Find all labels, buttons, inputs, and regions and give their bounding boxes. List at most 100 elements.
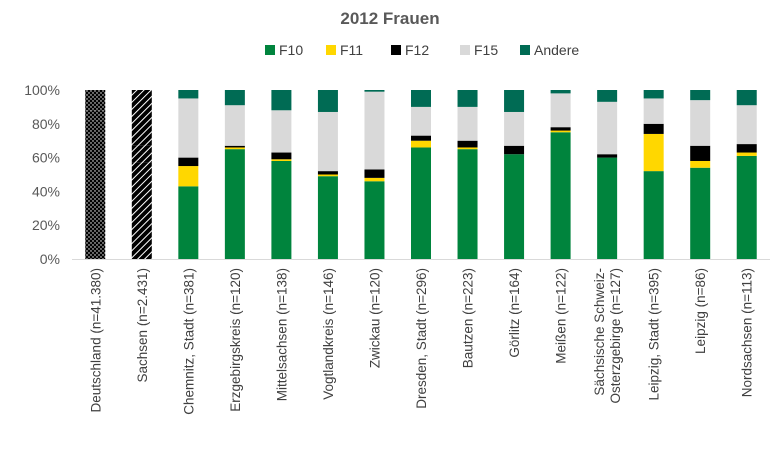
bar-stack — [597, 90, 618, 259]
bar-segment-f12 — [411, 135, 431, 141]
y-tick-label: 100% — [24, 82, 60, 98]
x-category-label-line: Nordsachsen (n=113) — [740, 268, 755, 397]
bar-segment-f15 — [178, 98, 199, 158]
bar-segment-f11 — [550, 130, 571, 133]
x-category-label-line: Leipzig, Stadt (n=395) — [647, 268, 662, 400]
legend-swatch — [265, 45, 275, 55]
legend-item-f11: F11 — [326, 42, 363, 58]
x-category-label: Dresden, Stadt (n=296) — [414, 268, 429, 409]
bar-segment-f15 — [317, 111, 338, 172]
x-category-label-line: Deutschland (n=41.380) — [88, 268, 103, 412]
bar-segment-andere — [457, 90, 478, 107]
bar-segment-f15 — [736, 105, 757, 145]
legend: F10 F11 F12 F15 Andere — [265, 42, 579, 58]
bar-segment-f10 — [597, 157, 618, 259]
bar-segment-f15 — [690, 100, 711, 146]
bar-segment-andere — [85, 90, 106, 111]
bar-segment-f10 — [364, 181, 385, 259]
bar-segment-f15 — [224, 105, 245, 146]
bar-segment-f10 — [224, 149, 245, 259]
bar-segment-f15 — [643, 98, 664, 124]
x-category-label: Meißen (n=122) — [554, 268, 569, 364]
bar-segment-f10 — [271, 160, 292, 259]
bar-segment-f12 — [178, 157, 199, 167]
bar-segment-f11 — [690, 160, 711, 168]
legend-swatch — [460, 45, 470, 55]
bar-stack — [85, 90, 106, 259]
x-category-label: Sächsische Schweiz- Osterzgebirge (n=127) — [592, 268, 623, 403]
bar-segment-f10 — [178, 186, 199, 259]
x-category-label: Bautzen (n=223) — [461, 268, 476, 368]
x-category-label: Erzgebirgskreis (n=120) — [228, 268, 243, 412]
bar-segment-andere — [736, 90, 757, 106]
x-category-label-line: Dresden, Stadt (n=296) — [414, 268, 429, 409]
bar-segment-f10 — [504, 154, 525, 259]
bar-segment-f15 — [597, 101, 618, 155]
legend-item-andere: Andere — [520, 42, 579, 58]
bar-stack — [364, 90, 385, 259]
bar-segment-f12 — [643, 123, 664, 134]
legend-label: F12 — [405, 42, 429, 58]
bar-segment-f10 — [457, 149, 478, 259]
x-category-label: Chemnitz, Stadt (n=381) — [181, 268, 196, 415]
x-category-label-line: Chemnitz, Stadt (n=381) — [181, 268, 196, 415]
legend-label: F11 — [340, 42, 363, 58]
bar-segment-f11 — [317, 174, 338, 177]
bar-segment-f15 — [85, 110, 106, 121]
x-category-label: Nordsachsen (n=113) — [740, 268, 755, 397]
bar-stack — [504, 90, 525, 259]
legend-item-f12: F12 — [391, 42, 429, 58]
bar-segment-andere — [643, 90, 664, 99]
bar-segment-f11 — [411, 140, 431, 148]
bar-stack — [690, 90, 711, 259]
bar-segment-andere — [550, 90, 571, 94]
bar-segment-f12 — [504, 145, 525, 155]
legend-swatch — [326, 45, 336, 55]
x-category-label: Leipzig (n=86) — [693, 268, 708, 354]
bar-segment-f15 — [457, 106, 478, 141]
bar-segment-f10 — [411, 147, 431, 259]
bar-segment-f11 — [271, 159, 292, 161]
bar-stack — [224, 90, 245, 259]
bar-segment-f10 — [690, 167, 711, 259]
bar-segment-f15 — [550, 93, 571, 128]
bar-segment-f12 — [736, 144, 757, 153]
x-category-label: Mittelsachsen (n=138) — [274, 268, 289, 401]
bar-segment-f12 — [271, 152, 292, 160]
bar-segment-f10 — [736, 155, 757, 259]
legend-item-f15: F15 — [460, 42, 498, 58]
y-tick-label: 80% — [32, 116, 60, 132]
bar-segment-f15 — [411, 106, 431, 136]
x-category-label-line: Osterzgebirge (n=127) — [608, 268, 623, 403]
x-category-label: Leipzig, Stadt (n=395) — [647, 268, 662, 400]
bar-segment-f12 — [364, 169, 385, 178]
bar-segment-andere — [364, 90, 385, 92]
x-category-label-line: Sachsen (n=2.431) — [135, 268, 150, 382]
bar-segment-f11 — [178, 166, 199, 187]
bar-segment-f12 — [85, 120, 106, 136]
bar-segment-andere — [224, 90, 245, 106]
x-category-label-line: Görlitz (n=164) — [507, 268, 522, 358]
y-tick-label: 60% — [32, 150, 60, 166]
y-tick-label: 20% — [32, 217, 60, 233]
bar-segment-andere — [411, 90, 431, 107]
x-category-label-line: Bautzen (n=223) — [461, 268, 476, 368]
bar-segment-f10 — [317, 176, 338, 259]
bar-segment-f15 — [131, 103, 152, 146]
x-category-label-line: Meißen (n=122) — [554, 268, 569, 364]
bar-segment-f10 — [131, 162, 152, 259]
bar-segment-f10 — [550, 132, 571, 259]
bar-segment-f12 — [550, 127, 571, 131]
legend-label: F15 — [474, 42, 498, 58]
bar-segment-f15 — [504, 111, 525, 146]
x-category-label-line: Erzgebirgskreis (n=120) — [228, 268, 243, 412]
bar-stack — [271, 90, 292, 259]
y-tick-label: 40% — [32, 183, 60, 199]
legend-label: F10 — [279, 42, 303, 58]
bar-stack — [736, 90, 757, 259]
bar-segment-f12 — [690, 145, 711, 161]
bar-segment-f11 — [224, 147, 245, 150]
y-tick-label: 0% — [40, 251, 60, 267]
legend-item-f10: F10 — [265, 42, 303, 58]
bars — [85, 90, 757, 259]
